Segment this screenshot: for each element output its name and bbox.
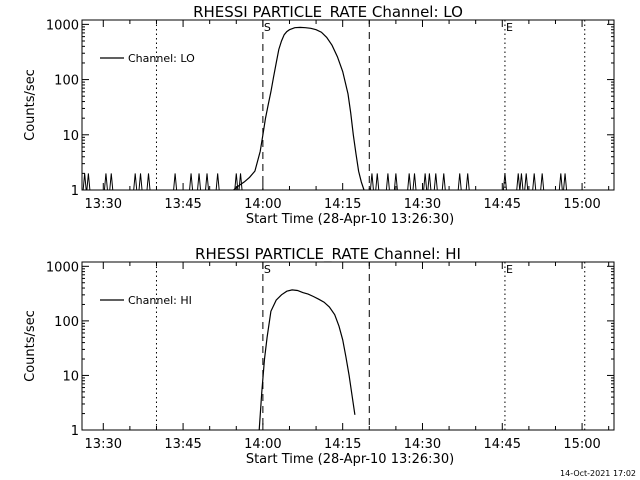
x-axis-label: Start Time (28-Apr-10 13:26:30) (246, 212, 454, 227)
chart-title: RHESSI PARTICLE_RATE Channel: HI (195, 245, 461, 264)
noise-spike (238, 173, 243, 191)
y-axis-label: Counts/sec (23, 69, 38, 141)
noise-spike (519, 173, 524, 191)
x-tick-label: 14:45 (484, 437, 521, 452)
noise-spike (532, 173, 537, 191)
x-tick-label: 13:45 (164, 197, 201, 212)
noise-spike (103, 173, 108, 191)
y-tick-label: 1000 (46, 260, 79, 275)
noise-spike (375, 173, 380, 191)
series-line (233, 26, 365, 191)
noise-spike (82, 173, 87, 191)
noise-spike (407, 173, 412, 191)
noise-spike (412, 173, 417, 191)
time-marker-label: E (506, 21, 513, 34)
noise-spike (441, 173, 446, 191)
noise-spike (427, 173, 432, 191)
noise-spike (189, 173, 194, 191)
noise-spike (197, 173, 202, 191)
x-tick-label: 14:30 (404, 197, 441, 212)
y-tick-label: 1000 (46, 18, 79, 33)
x-tick-label: 15:00 (563, 197, 600, 212)
x-tick-label: 14:15 (324, 437, 361, 452)
time-marker-label: E (506, 263, 513, 276)
noise-spike (558, 173, 563, 191)
noise-spike (109, 173, 114, 191)
noise-spike (369, 173, 374, 191)
noise-spike (423, 173, 428, 191)
noise-spike (524, 173, 529, 191)
x-tick-label: 14:00 (244, 437, 281, 452)
time-marker-label: S (264, 21, 271, 34)
noise-spike (146, 173, 151, 191)
x-tick-label: 14:15 (324, 197, 361, 212)
noise-spike (205, 173, 210, 191)
noise-spike (540, 173, 545, 191)
x-tick-label: 14:00 (244, 197, 281, 212)
time-marker-label: S (264, 263, 271, 276)
x-tick-label: 13:45 (164, 437, 201, 452)
y-axis-label: Counts/sec (23, 310, 38, 382)
noise-spike (173, 173, 178, 191)
x-tick-label: 13:30 (85, 437, 122, 452)
noise-spike (502, 173, 507, 191)
footer-timestamp: 14-Oct-2021 17:02 (560, 469, 636, 478)
x-axis-label: Start Time (28-Apr-10 13:26:30) (246, 452, 454, 467)
noise-spike (234, 173, 239, 191)
x-tick-label: 15:00 (563, 437, 600, 452)
plot-frame (81, 19, 615, 191)
chart-title: RHESSI PARTICLE_RATE Channel: LO (193, 3, 463, 22)
noise-spike (433, 173, 438, 191)
noise-spike (563, 173, 568, 191)
legend-label: Channel: LO (128, 52, 195, 65)
series-line (258, 289, 356, 431)
noise-spike (393, 173, 398, 191)
y-tick-label: 10 (62, 129, 79, 144)
chart-panel-hi: RHESSI PARTICLE_RATE Channel: HI 1 10 100 10… (23, 245, 615, 467)
y-tick-label: 10 (62, 369, 79, 384)
chart-panel-lo: RHESSI PARTICLE_RATE Channel: LO 1 10 100 10… (23, 3, 615, 227)
noise-spike (385, 173, 390, 191)
y-tick-label: 1 (71, 184, 79, 199)
x-tick-label: 13:30 (85, 197, 122, 212)
x-tick-label: 14:45 (484, 197, 521, 212)
noise-spike (133, 173, 138, 191)
legend-label: Channel: HI (128, 294, 192, 307)
plot-frame (81, 261, 615, 431)
noise-spike (465, 173, 470, 191)
y-tick-label: 1 (71, 424, 79, 439)
noise-spike (516, 173, 521, 191)
y-tick-label: 100 (54, 74, 79, 89)
noise-spike (457, 173, 462, 191)
y-tick-label: 100 (54, 315, 79, 330)
noise-spike (215, 173, 220, 191)
x-tick-label: 14:30 (404, 437, 441, 452)
noise-spike (86, 173, 91, 191)
noise-spike (138, 173, 143, 191)
